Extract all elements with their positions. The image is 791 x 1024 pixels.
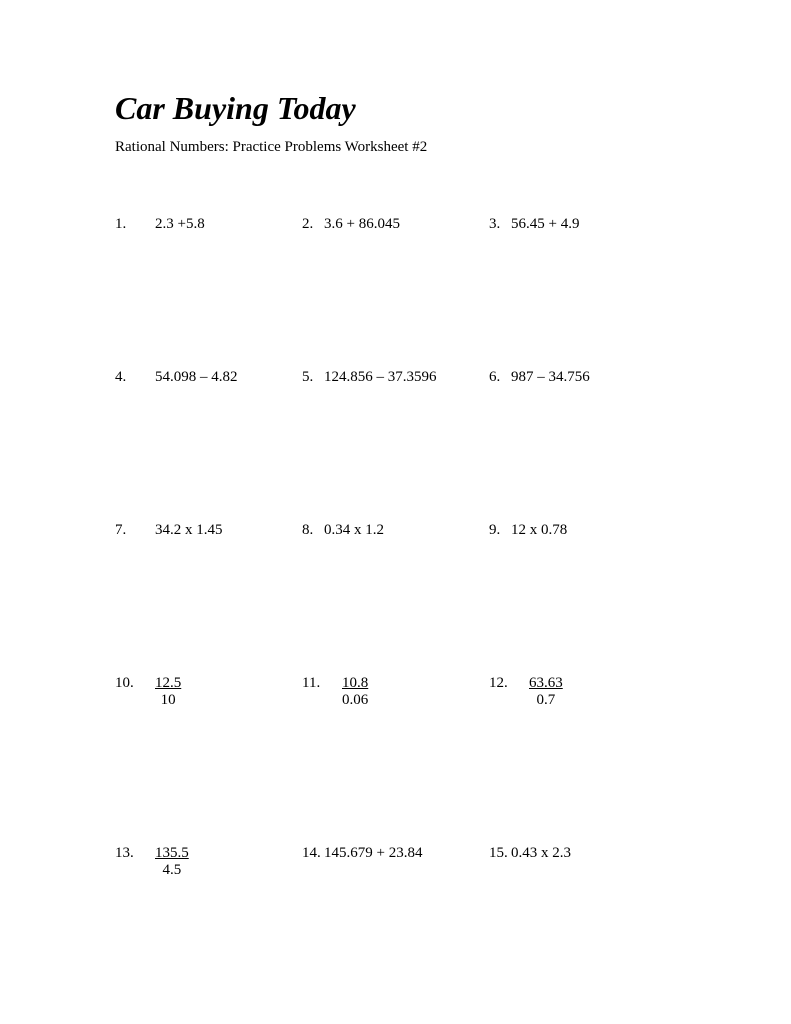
- problem-expression: 54.098 – 4.82: [155, 369, 238, 386]
- problem-expression: 34.2 x 1.45: [155, 522, 223, 539]
- page-title: Car Buying Today: [115, 90, 676, 127]
- fraction-numerator: 63.63: [529, 675, 563, 692]
- problem-row: 4. 54.098 – 4.82 5. 124.856 – 37.3596 6.…: [115, 369, 676, 386]
- problem-13: 13. 135.5 4.5: [115, 845, 302, 879]
- fraction-denominator: 0.7: [529, 692, 563, 709]
- problem-fraction: 10.8 0.06: [324, 675, 368, 709]
- problem-9: 9. 12 x 0.78: [489, 522, 676, 539]
- problem-number: 1.: [115, 216, 155, 233]
- fraction-numerator: 12.5: [155, 675, 181, 692]
- problem-number: 13.: [115, 845, 155, 862]
- problem-expression: 12 x 0.78: [511, 522, 567, 539]
- fraction-denominator: 10: [155, 692, 181, 709]
- problem-number: 11.: [302, 675, 324, 692]
- problem-expression: 2.3 +5.8: [155, 216, 205, 233]
- problem-number: 7.: [115, 522, 155, 539]
- problem-number: 10.: [115, 675, 155, 692]
- problem-expression: 987 – 34.756: [511, 369, 590, 386]
- fraction-denominator: 4.5: [155, 862, 189, 879]
- problem-10: 10. 12.5 10: [115, 675, 302, 709]
- problem-expression: 0.34 x 1.2: [324, 522, 384, 539]
- problem-6: 6. 987 – 34.756: [489, 369, 676, 386]
- problem-fraction: 63.63 0.7: [511, 675, 563, 709]
- problem-number: 9.: [489, 522, 511, 539]
- fraction-numerator: 135.5: [155, 845, 189, 862]
- problem-3: 3. 56.45 + 4.9: [489, 216, 676, 233]
- fraction-denominator: 0.06: [342, 692, 368, 709]
- problem-7: 7. 34.2 x 1.45: [115, 522, 302, 539]
- problem-expression: 0.43 x 2.3: [511, 845, 571, 862]
- problem-number: 2.: [302, 216, 324, 233]
- problem-number: 8.: [302, 522, 324, 539]
- problem-number: 14.: [302, 845, 324, 862]
- problem-row: 13. 135.5 4.5 14. 145.679 + 23.84 15. 0.…: [115, 845, 676, 879]
- problem-number: 5.: [302, 369, 324, 386]
- problem-4: 4. 54.098 – 4.82: [115, 369, 302, 386]
- problem-15: 15. 0.43 x 2.3: [489, 845, 676, 879]
- problem-5: 5. 124.856 – 37.3596: [302, 369, 489, 386]
- problem-8: 8. 0.34 x 1.2: [302, 522, 489, 539]
- problem-number: 15.: [489, 845, 511, 862]
- problem-number: 3.: [489, 216, 511, 233]
- problem-number: 6.: [489, 369, 511, 386]
- problem-fraction: 12.5 10: [155, 675, 181, 709]
- problem-row: 7. 34.2 x 1.45 8. 0.34 x 1.2 9. 12 x 0.7…: [115, 522, 676, 539]
- problem-number: 12.: [489, 675, 511, 692]
- problem-11: 11. 10.8 0.06: [302, 675, 489, 709]
- page-subtitle: Rational Numbers: Practice Problems Work…: [115, 139, 676, 156]
- problem-row: 10. 12.5 10 11. 10.8 0.06 12. 63.63 0.7: [115, 675, 676, 709]
- problem-expression: 124.856 – 37.3596: [324, 369, 437, 386]
- problem-fraction: 135.5 4.5: [155, 845, 189, 879]
- problem-14: 14. 145.679 + 23.84: [302, 845, 489, 879]
- fraction-numerator: 10.8: [342, 675, 368, 692]
- worksheet-page: Car Buying Today Rational Numbers: Pract…: [0, 0, 791, 919]
- problem-row: 1. 2.3 +5.8 2. 3.6 + 86.045 3. 56.45 + 4…: [115, 216, 676, 233]
- problem-2: 2. 3.6 + 86.045: [302, 216, 489, 233]
- problem-1: 1. 2.3 +5.8: [115, 216, 302, 233]
- problem-12: 12. 63.63 0.7: [489, 675, 676, 709]
- problem-expression: 56.45 + 4.9: [511, 216, 579, 233]
- problem-expression: 3.6 + 86.045: [324, 216, 400, 233]
- problem-number: 4.: [115, 369, 155, 386]
- problem-expression: 145.679 + 23.84: [324, 845, 422, 862]
